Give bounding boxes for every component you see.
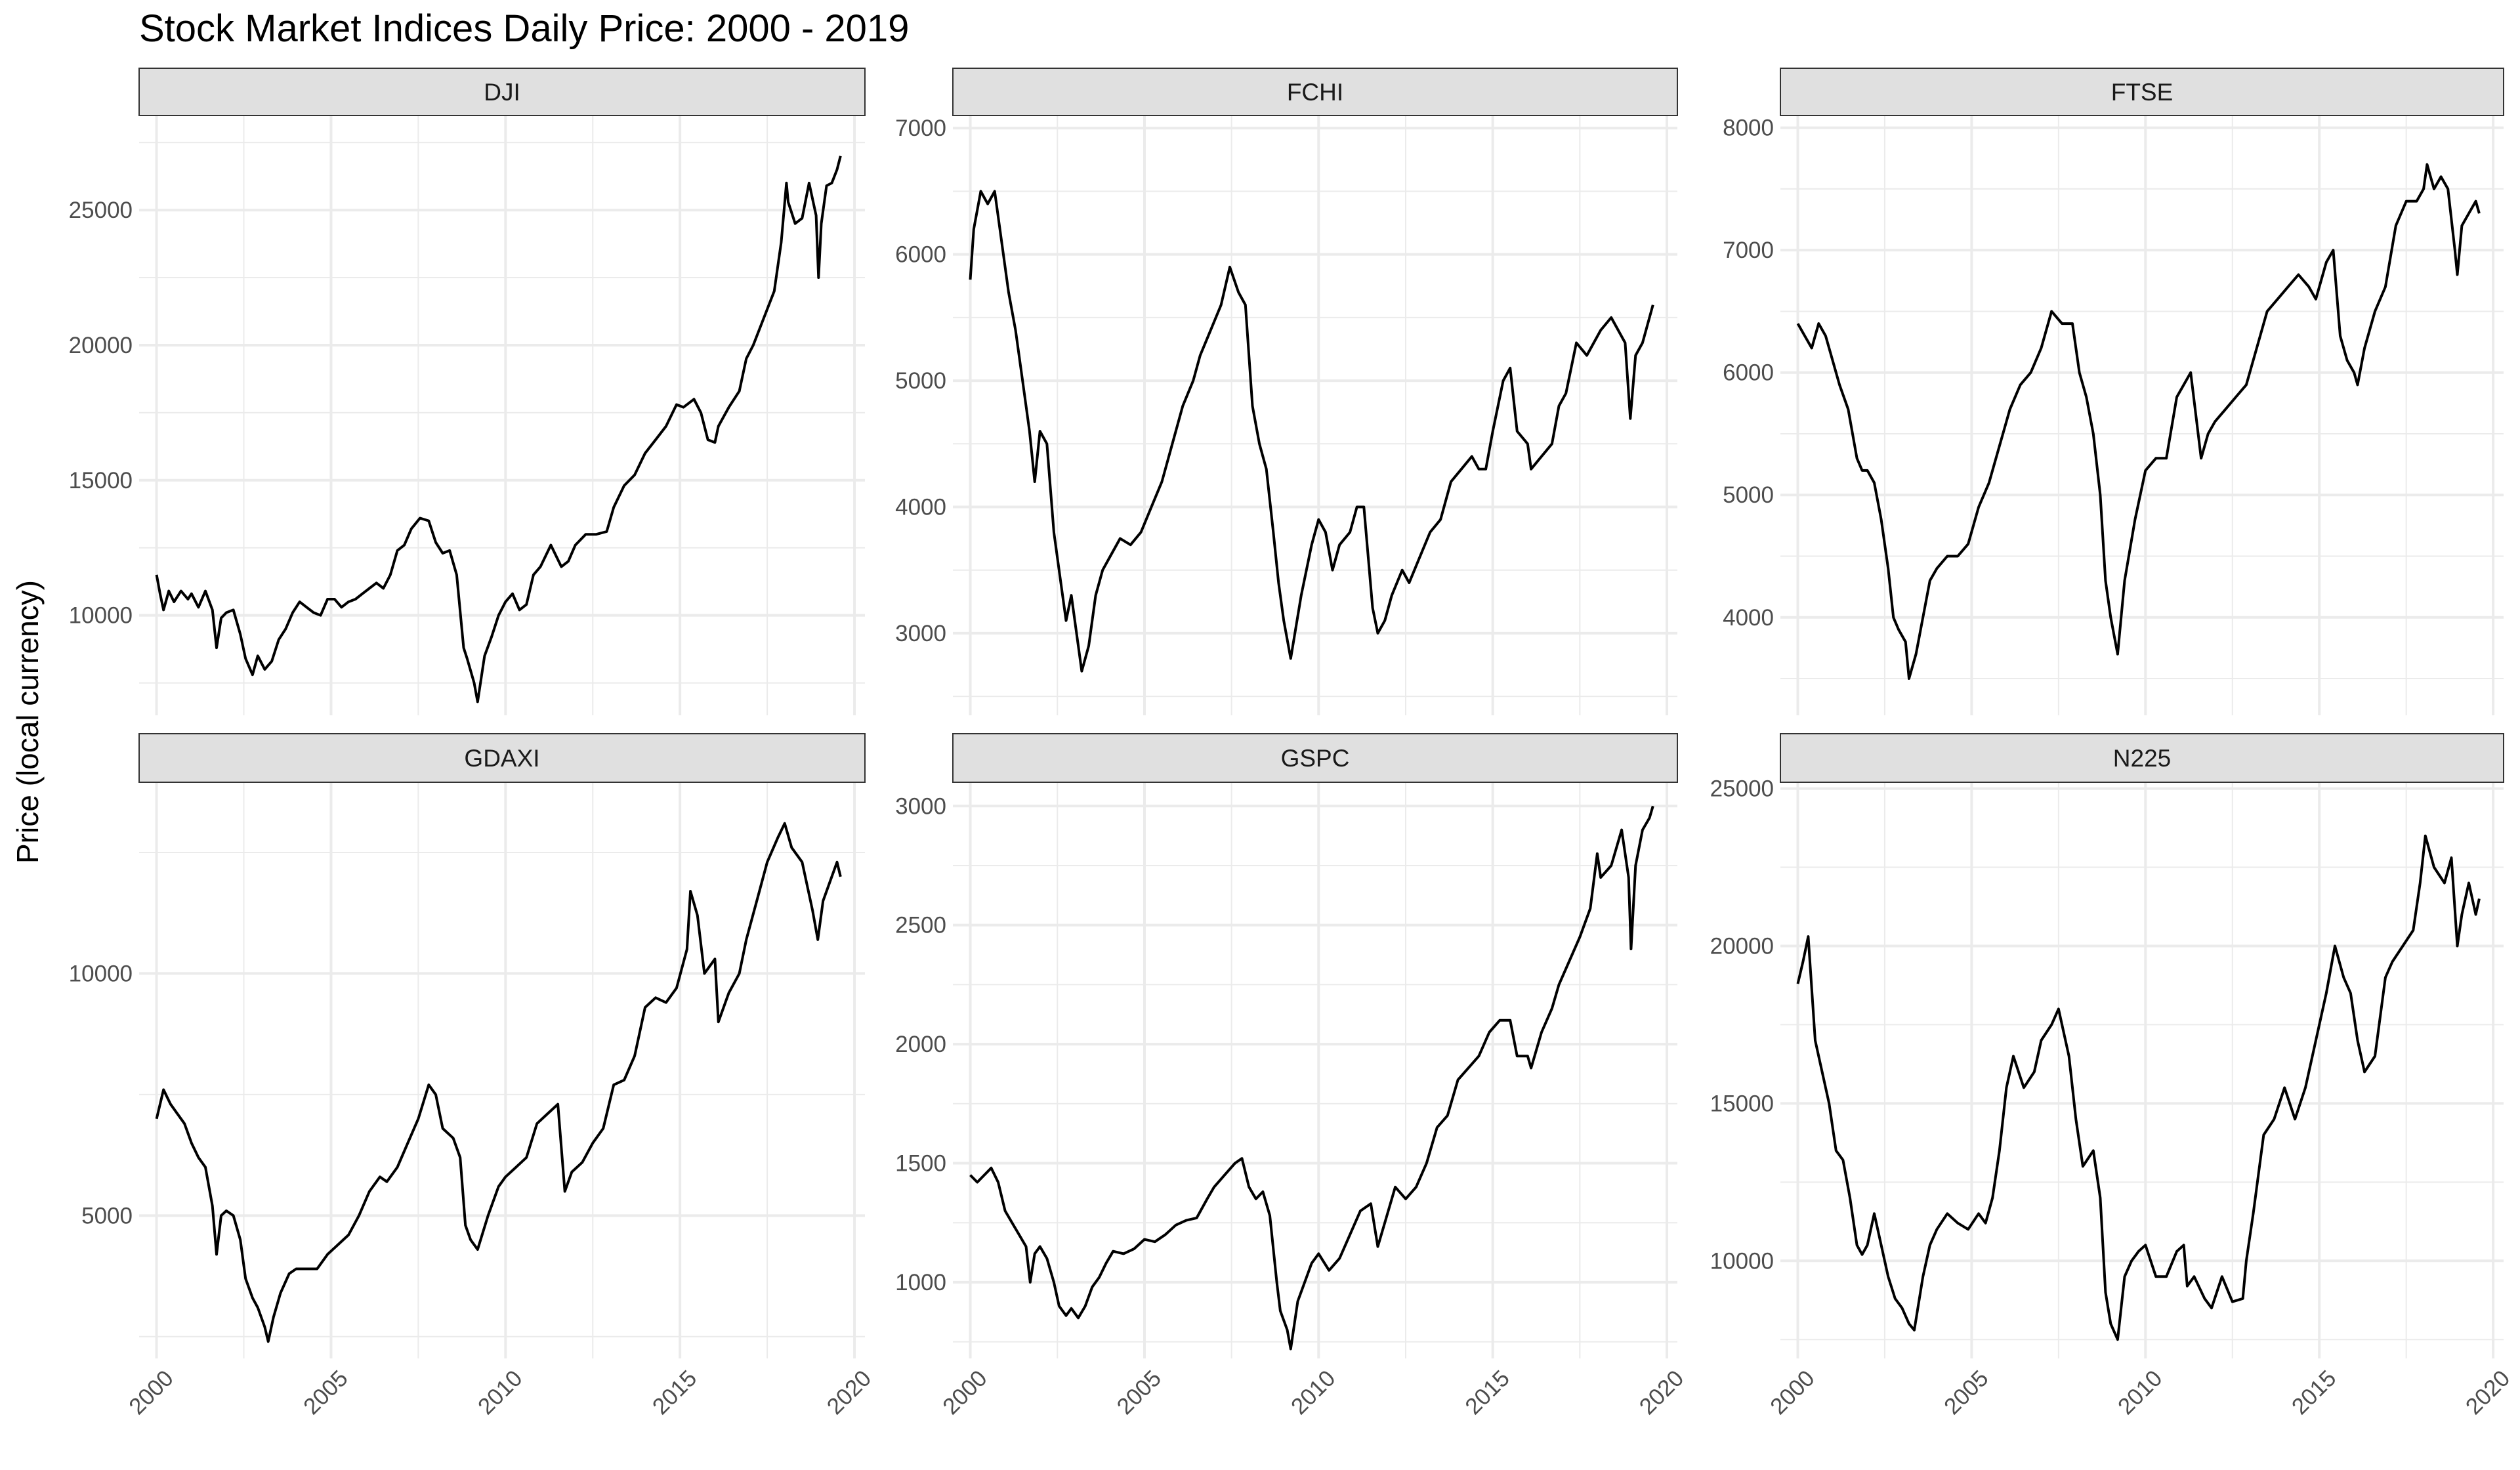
x-tick-label: 2000: [1765, 1366, 1820, 1420]
facet-panels: 10000 15000 20000 25000 DJI 3000 4000 5000 6000 7…: [69, 68, 2515, 1419]
x-tick-label: 2015: [1460, 1366, 1515, 1420]
y-tick-label: 25000: [69, 198, 133, 223]
x-tick-label: 2015: [648, 1366, 702, 1420]
y-tick-label: 10000: [69, 961, 133, 986]
series-line-dji: [155, 156, 842, 704]
panel-gdaxi: 5000 10000 GDAXI 2000 2005 2010 2015 2020: [69, 733, 877, 1420]
y-tick-label: 15000: [69, 468, 133, 494]
y-tick-label: 10000: [69, 603, 133, 629]
strip-dji: [138, 68, 866, 116]
y-tick-label: 2500: [895, 913, 946, 938]
y-axis-label: Price (local currency): [10, 580, 45, 864]
y-tick-label: 8000: [1723, 116, 1774, 141]
strip-label: GDAXI: [464, 745, 539, 772]
panel-ftse: 4000 5000 6000 7000 8000 FTSE: [1723, 68, 2504, 715]
y-tick-label: 1000: [895, 1270, 946, 1295]
y-tick-label: 20000: [69, 333, 133, 358]
strip-label: FCHI: [1287, 79, 1343, 106]
panel-dji: 10000 15000 20000 25000 DJI: [69, 68, 866, 715]
y-tick-label: 6000: [1723, 360, 1774, 386]
y-tick-label: 6000: [895, 242, 946, 268]
strip-gdaxi: [138, 733, 866, 783]
panel-gspc: 1000 1500 2000 2500 3000 GSPC 2000 2005 2010 2015…: [895, 733, 1689, 1420]
panel-n225: 10000 15000 20000 25000 N225 2000 2005 2010 2015…: [1710, 733, 2515, 1420]
x-tick-label: 2010: [473, 1366, 528, 1420]
strip-n225: [1780, 733, 2504, 783]
strip-label: N225: [2113, 745, 2171, 772]
y-tick-label: 5000: [1723, 482, 1774, 508]
x-tick-label: 2000: [938, 1366, 992, 1420]
y-tick-label: 7000: [1723, 238, 1774, 263]
series-line-n225: [1796, 834, 2481, 1341]
x-tick-label: 2015: [2287, 1366, 2342, 1420]
x-tick-label: 2005: [1112, 1366, 1166, 1420]
y-tick-label: 10000: [1710, 1248, 1774, 1274]
x-tick-label: 2005: [299, 1366, 353, 1420]
y-tick-label: 1500: [895, 1150, 946, 1176]
strip-label: GSPC: [1281, 745, 1350, 772]
series-line-gdaxi: [155, 822, 842, 1343]
x-tick-label: 2010: [1286, 1366, 1341, 1420]
strip-gspc: [952, 733, 1678, 783]
y-tick-label: 4000: [895, 495, 946, 520]
y-tick-label: 25000: [1710, 776, 1774, 802]
y-tick-label: 3000: [895, 621, 946, 646]
y-tick-label: 20000: [1710, 933, 1774, 959]
strip-label: FTSE: [2111, 79, 2174, 106]
y-tick-label: 2000: [895, 1032, 946, 1057]
x-tick-label: 2020: [1635, 1366, 1689, 1420]
series-line-gspc: [969, 805, 1654, 1351]
x-tick-label: 2020: [2461, 1366, 2515, 1420]
strip-ftse: [1780, 68, 2504, 116]
x-tick-label: 2020: [822, 1366, 877, 1420]
x-tick-label: 2000: [124, 1366, 178, 1420]
series-line-fchi: [969, 190, 1654, 673]
y-tick-label: 5000: [81, 1203, 133, 1228]
y-tick-label: 4000: [1723, 605, 1774, 631]
y-tick-label: 5000: [895, 368, 946, 394]
chart-title: Stock Market Indices Daily Price: 2000 -…: [139, 7, 909, 50]
x-tick-label: 2005: [1939, 1366, 1994, 1420]
panel-fchi: 3000 4000 5000 6000 7000 FCHI: [895, 68, 1678, 715]
y-tick-label: 3000: [895, 793, 946, 819]
y-tick-label: 15000: [1710, 1091, 1774, 1116]
y-tick-label: 7000: [895, 116, 946, 141]
series-line-ftse: [1796, 163, 2481, 680]
strip-fchi: [952, 68, 1678, 116]
x-tick-label: 2010: [2113, 1366, 2168, 1420]
strip-label: DJI: [484, 79, 520, 106]
